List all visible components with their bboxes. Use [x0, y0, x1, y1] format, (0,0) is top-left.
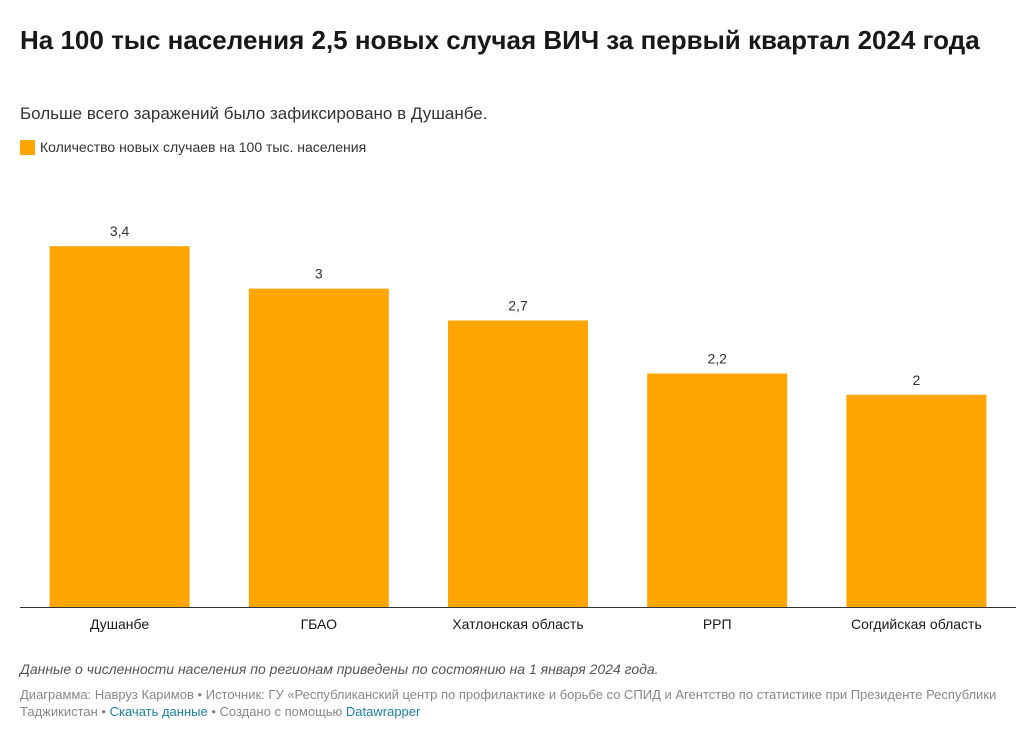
bar-value-label: 2,7: [508, 297, 528, 313]
bar: [647, 373, 788, 607]
chart-author: Диаграмма: Навруз Каримов: [20, 687, 194, 702]
bar-value-label: 3: [315, 266, 323, 282]
chart-subtitle: Больше всего заражений было зафиксирован…: [20, 104, 488, 123]
separator: •: [197, 687, 203, 702]
bar: [448, 320, 588, 607]
legend-swatch: [20, 139, 35, 155]
bar-chart: 3,4 Душанбе 3 ГБАО 2,7 Хатлонская область 2,2 Р…: [20, 223, 1016, 632]
created-with-text: Создано с помощью: [219, 704, 343, 719]
bar-value-label: 3,4: [110, 223, 130, 239]
data-note: Данные о численности населения по регион…: [20, 661, 659, 677]
download-data-link[interactable]: Скачать данные: [109, 704, 208, 719]
source-text: Источник: ГУ «Республиканский центр по п…: [20, 687, 997, 719]
bar-value-label: 2,2: [707, 351, 727, 367]
category-label: РРП: [703, 616, 732, 632]
category-label: Душанбе: [90, 616, 149, 632]
category-label: ГБАО: [301, 616, 337, 632]
bar: [846, 394, 987, 607]
bar-value-label: 2: [913, 372, 921, 388]
category-label: Хатлонская область: [452, 616, 583, 632]
bars-layer: 3,4 Душанбе 3 ГБАО 2,7 Хатлонская область 2,2 Р…: [49, 223, 987, 632]
legend: Количество новых случаев на 100 тыс. нас…: [20, 139, 366, 155]
separator: •: [101, 704, 106, 719]
byline: Диаграмма: Навруз Каримов • Источник: ГУ…: [20, 686, 1000, 720]
bar: [248, 288, 389, 607]
datawrapper-link[interactable]: Datawrapper: [345, 704, 421, 719]
category-label: Согдийская область: [851, 616, 982, 632]
chart-title: На 100 тыс населения 2,5 новых случая ВИ…: [20, 25, 980, 55]
bar: [49, 246, 190, 607]
separator: •: [211, 704, 216, 719]
legend-label: Количество новых случаев на 100 тыс. нас…: [40, 139, 367, 155]
